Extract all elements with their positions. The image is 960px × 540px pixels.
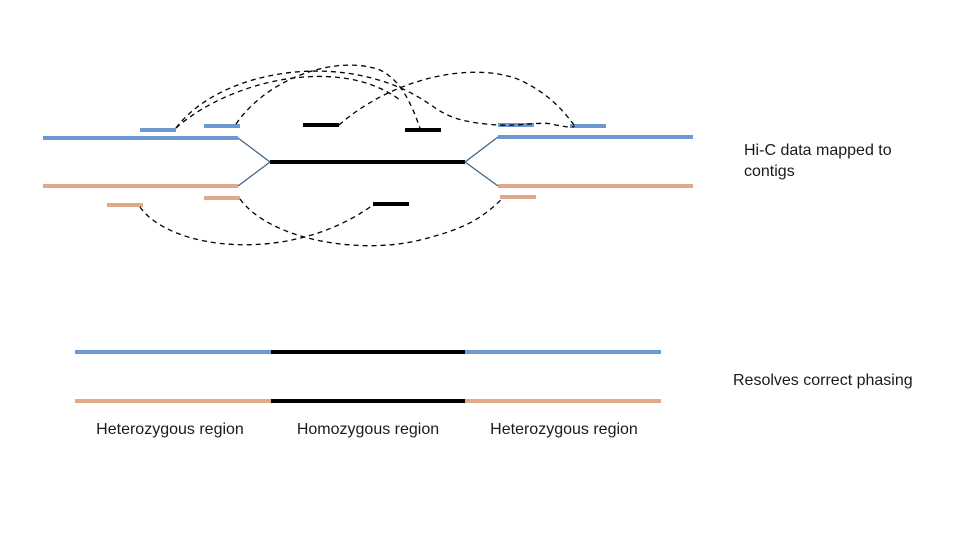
hic-contact-links bbox=[139, 64, 575, 247]
junction-edge bbox=[464, 161, 499, 187]
hic-link-arc bbox=[235, 64, 421, 129]
contig-graph bbox=[43, 64, 693, 247]
region-label-homozygous: Homozygous region bbox=[296, 421, 440, 438]
hic-mapping-label: Hi-C data mapped to contigs bbox=[744, 142, 892, 180]
graph-junction-edges bbox=[237, 136, 499, 187]
junction-edge bbox=[237, 137, 271, 163]
region-label-heterozygous-right: Heterozygous region bbox=[490, 421, 638, 438]
hic-link-arc bbox=[175, 75, 401, 129]
hic-link-arc bbox=[338, 71, 575, 126]
junction-edge bbox=[237, 161, 271, 187]
region-label-heterozygous-left: Heterozygous region bbox=[96, 421, 244, 438]
phasing-label: Resolves correct phasing bbox=[733, 372, 913, 389]
hic-link-arc bbox=[139, 204, 374, 246]
junction-edge bbox=[464, 136, 499, 163]
hic-link-arc bbox=[175, 70, 575, 129]
hic-link-arc bbox=[239, 197, 504, 247]
phased-haplotypes bbox=[75, 350, 661, 403]
